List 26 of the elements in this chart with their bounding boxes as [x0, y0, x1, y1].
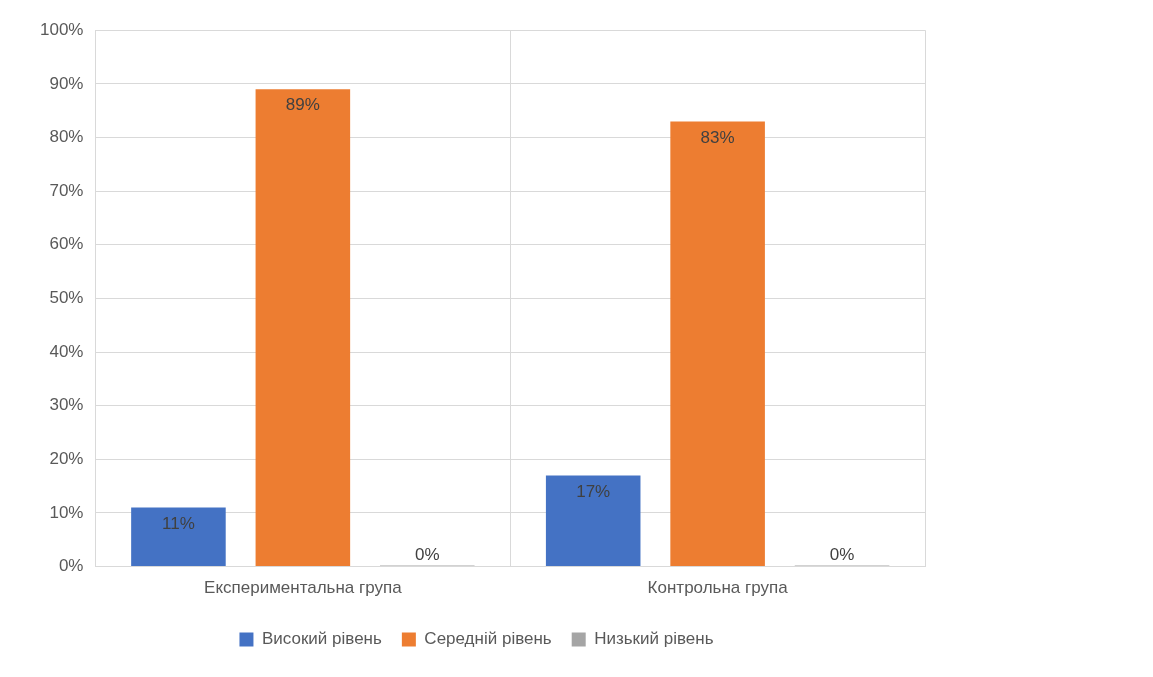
bar — [670, 121, 765, 567]
legend-label: Високий рівень — [261, 629, 382, 649]
data-label: 0% — [829, 544, 855, 564]
y-tick-label: 50% — [49, 288, 84, 308]
y-tick-label: 30% — [49, 395, 84, 415]
y-tick-label: 70% — [49, 180, 84, 200]
y-tick-label: 80% — [49, 127, 84, 147]
bar — [131, 507, 226, 567]
y-tick-label: 100% — [40, 19, 84, 39]
x-tick-label: Контрольна група — [647, 578, 789, 598]
y-tick-label: 0% — [58, 556, 84, 576]
data-label: 11% — [162, 513, 195, 533]
bar — [545, 475, 641, 567]
x-tick-label: Експериментальна група — [204, 578, 403, 598]
legend-label: Середній рівень — [424, 629, 552, 649]
y-tick-label: 10% — [49, 502, 84, 522]
data-label: 17% — [576, 481, 611, 501]
data-label: 0% — [415, 544, 440, 564]
data-label: 83% — [700, 127, 735, 147]
y-tick-label: 20% — [49, 449, 84, 469]
y-tick-label: 60% — [49, 234, 84, 254]
y-tick-label: 90% — [49, 73, 84, 93]
y-tick-label: 40% — [49, 341, 84, 361]
legend-label: Низький рівень — [594, 629, 714, 649]
bar — [255, 89, 351, 567]
data-label: 89% — [285, 95, 320, 115]
